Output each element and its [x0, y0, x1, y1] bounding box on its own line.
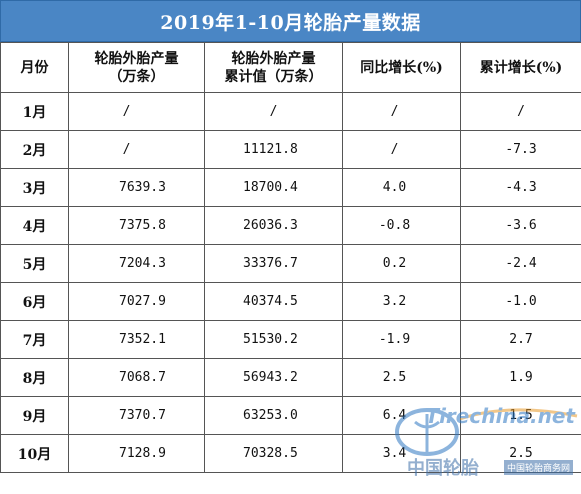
- cell-cumulative: 40374.5: [205, 283, 343, 321]
- cell-yoy: 6.4: [343, 397, 461, 435]
- cell-cumulative: 11121.8: [205, 131, 343, 169]
- header-yoy: 同比增长(%): [343, 43, 461, 93]
- cell-month: 8月: [1, 359, 69, 397]
- cell-output: /: [69, 131, 205, 169]
- cell-output: 7027.9: [69, 283, 205, 321]
- cell-cum-growth: -4.3: [461, 169, 581, 207]
- cell-yoy: -1.9: [343, 321, 461, 359]
- cell-cum-growth: -7.3: [461, 131, 581, 169]
- cell-output: 7375.8: [69, 207, 205, 245]
- cell-cumulative: 70328.5: [205, 435, 343, 473]
- tire-output-table: 月份 轮胎外胎产量（万条） 轮胎外胎产量累计值（万条） 同比增长(%) 累计增长…: [0, 42, 581, 473]
- cell-cum-growth: 1.5: [461, 397, 581, 435]
- cell-yoy: /: [343, 131, 461, 169]
- cell-output: /: [69, 93, 205, 131]
- cell-month: 9月: [1, 397, 69, 435]
- cell-month: 4月: [1, 207, 69, 245]
- cell-yoy: 0.2: [343, 245, 461, 283]
- cell-yoy: -0.8: [343, 207, 461, 245]
- cell-cum-growth: 2.7: [461, 321, 581, 359]
- cell-cum-growth: 1.9: [461, 359, 581, 397]
- cell-cumulative: /: [205, 93, 343, 131]
- cell-month: 2月: [1, 131, 69, 169]
- cell-month: 1月: [1, 93, 69, 131]
- cell-month: 7月: [1, 321, 69, 359]
- cell-yoy: 3.2: [343, 283, 461, 321]
- cell-output: 7068.7: [69, 359, 205, 397]
- cell-cumulative: 18700.4: [205, 169, 343, 207]
- header-output: 轮胎外胎产量（万条）: [69, 43, 205, 93]
- cell-yoy: 4.0: [343, 169, 461, 207]
- cell-month: 3月: [1, 169, 69, 207]
- cell-cum-growth: -2.4: [461, 245, 581, 283]
- cell-cum-growth: 2.5: [461, 435, 581, 473]
- cell-cumulative: 51530.2: [205, 321, 343, 359]
- cell-cum-growth: -1.0: [461, 283, 581, 321]
- cell-output: 7639.3: [69, 169, 205, 207]
- cell-cumulative: 26036.3: [205, 207, 343, 245]
- header-cum-growth: 累计增长(%): [461, 43, 581, 93]
- cell-yoy: /: [343, 93, 461, 131]
- cell-month: 6月: [1, 283, 69, 321]
- header-row: 月份 轮胎外胎产量（万条） 轮胎外胎产量累计值（万条） 同比增长(%) 累计增长…: [1, 43, 581, 93]
- cell-output: 7352.1: [69, 321, 205, 359]
- cell-month: 10月: [1, 435, 69, 473]
- cell-cum-growth: /: [461, 93, 581, 131]
- cell-cumulative: 56943.2: [205, 359, 343, 397]
- cell-output: 7370.7: [69, 397, 205, 435]
- cell-output: 7204.3: [69, 245, 205, 283]
- cell-month: 5月: [1, 245, 69, 283]
- header-month: 月份: [1, 43, 69, 93]
- cell-output: 7128.9: [69, 435, 205, 473]
- cell-cum-growth: -3.6: [461, 207, 581, 245]
- cell-yoy: 2.5: [343, 359, 461, 397]
- cell-cumulative: 63253.0: [205, 397, 343, 435]
- cell-yoy: 3.4: [343, 435, 461, 473]
- table-title: 2019年1-10月轮胎产量数据: [0, 0, 581, 42]
- header-cumulative: 轮胎外胎产量累计值（万条）: [205, 43, 343, 93]
- table-row: 2月/11121.8/-7.3: [1, 131, 581, 169]
- cell-cumulative: 33376.7: [205, 245, 343, 283]
- table-row: 1月////: [1, 93, 581, 131]
